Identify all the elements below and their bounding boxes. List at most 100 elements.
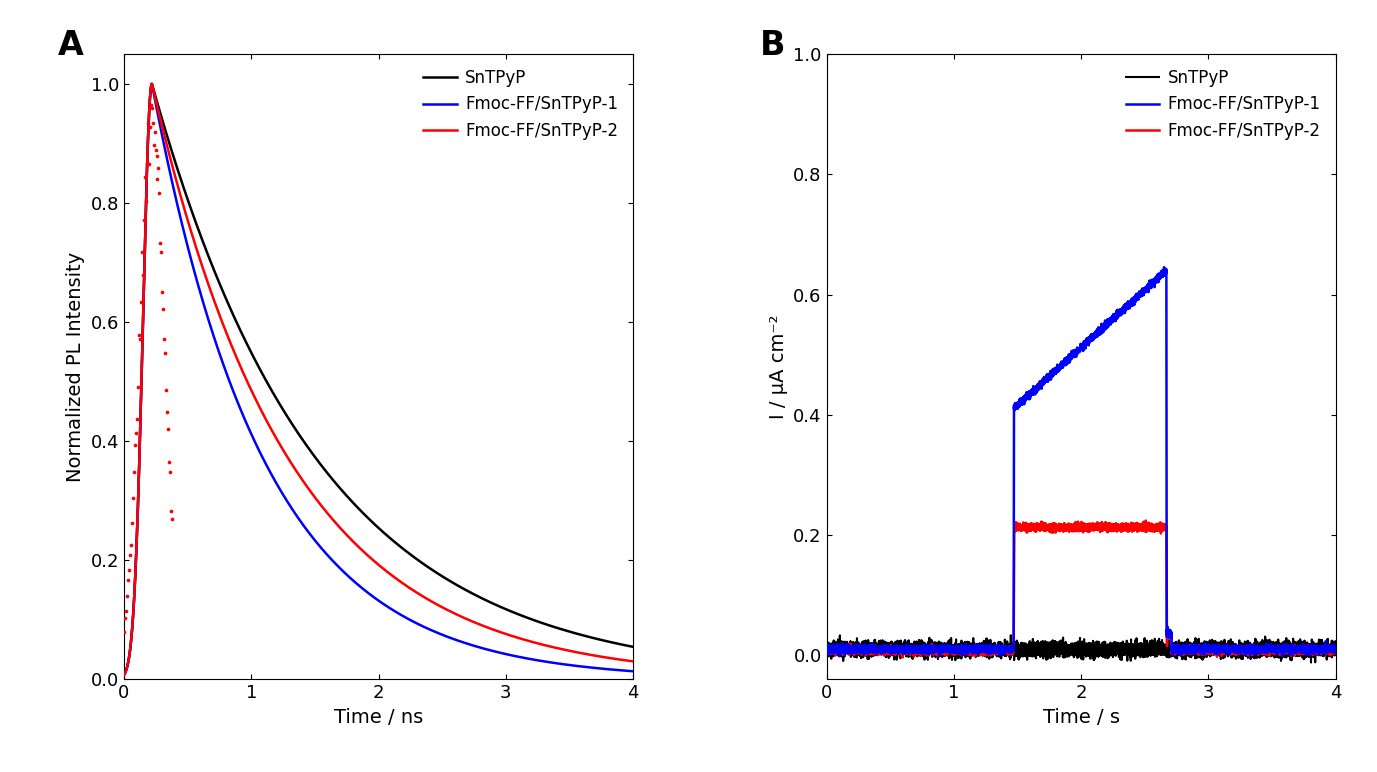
Point: [143, 139, 165, 151]
Point: [125, 427, 147, 439]
SnTPyP: [333, 486, 350, 495]
Point: [123, 466, 145, 478]
SnTPyP: [1002, 638, 1019, 648]
Fmoc-FF/SnTPyP-1: [1223, 646, 1239, 655]
Point: [146, 150, 168, 162]
Point: [114, 612, 136, 625]
Line: Fmoc-FF/SnTPyP-2: Fmoc-FF/SnTPyP-2: [826, 520, 1336, 658]
Line: Fmoc-FF/SnTPyP-2: Fmoc-FF/SnTPyP-2: [124, 84, 633, 675]
Y-axis label: I / μA cm⁻²: I / μA cm⁻²: [768, 314, 788, 419]
Fmoc-FF/SnTPyP-2: [1002, 646, 1019, 655]
Fmoc-FF/SnTPyP-2: [1142, 521, 1158, 530]
Point: [113, 626, 135, 638]
Point: [151, 286, 174, 299]
Point: [147, 161, 169, 174]
Text: A: A: [58, 29, 84, 62]
Fmoc-FF/SnTPyP-1: [1120, 297, 1136, 306]
Point: [138, 157, 160, 170]
Point: [150, 236, 172, 249]
Fmoc-FF/SnTPyP-1: [560, 660, 577, 669]
SnTPyP: [1327, 637, 1344, 646]
Point: [128, 329, 150, 341]
Point: [129, 296, 151, 308]
Fmoc-FF/SnTPyP-1: [1002, 646, 1019, 655]
Fmoc-FF/SnTPyP-2: [1120, 523, 1136, 532]
SnTPyP: [818, 643, 834, 652]
Fmoc-FF/SnTPyP-1: [844, 644, 861, 653]
SnTPyP: [1142, 648, 1158, 658]
Line: SnTPyP: SnTPyP: [826, 635, 1336, 662]
Point: [132, 214, 154, 226]
Fmoc-FF/SnTPyP-2: [1195, 645, 1212, 655]
Fmoc-FF/SnTPyP-1: [1142, 281, 1158, 290]
Point: [149, 187, 171, 199]
Line: SnTPyP: SnTPyP: [124, 84, 633, 675]
Line: Fmoc-FF/SnTPyP-1: Fmoc-FF/SnTPyP-1: [826, 267, 1336, 656]
Point: [142, 117, 164, 129]
Fmoc-FF/SnTPyP-2: [311, 499, 328, 508]
Point: [160, 466, 182, 478]
Point: [121, 492, 143, 504]
Point: [124, 438, 146, 451]
Fmoc-FF/SnTPyP-1: [1155, 262, 1172, 272]
SnTPyP: [616, 640, 632, 649]
Fmoc-FF/SnTPyP-1: [818, 645, 834, 654]
SnTPyP: [1303, 658, 1319, 667]
SnTPyP: [560, 627, 577, 636]
Point: [132, 269, 154, 282]
Point: [125, 413, 147, 425]
Fmoc-FF/SnTPyP-1: [931, 652, 947, 661]
Fmoc-FF/SnTPyP-1: [333, 565, 350, 574]
SnTPyP: [311, 459, 328, 468]
Fmoc-FF/SnTPyP-2: [616, 655, 632, 665]
Point: [127, 381, 149, 393]
Point: [140, 102, 162, 114]
Point: [135, 157, 157, 169]
Fmoc-FF/SnTPyP-2: [174, 197, 190, 206]
Fmoc-FF/SnTPyP-1: [174, 220, 190, 229]
Point: [131, 245, 153, 258]
Point: [121, 517, 143, 530]
Fmoc-FF/SnTPyP-2: [1137, 516, 1154, 525]
Fmoc-FF/SnTPyP-2: [844, 648, 861, 658]
Point: [157, 406, 179, 418]
Point: [118, 549, 140, 561]
Point: [117, 574, 139, 586]
SnTPyP: [1223, 652, 1239, 661]
Point: [146, 173, 168, 185]
X-axis label: Time / ns: Time / ns: [333, 708, 423, 726]
Fmoc-FF/SnTPyP-2: [143, 80, 160, 89]
Point: [161, 513, 183, 525]
SnTPyP: [174, 178, 190, 188]
Point: [128, 333, 150, 345]
Fmoc-FF/SnTPyP-2: [895, 653, 912, 662]
Text: B: B: [760, 29, 786, 62]
Fmoc-FF/SnTPyP-2: [1327, 642, 1344, 652]
SnTPyP: [625, 642, 642, 652]
Point: [156, 384, 178, 396]
Point: [143, 126, 165, 138]
Line: Fmoc-FF/SnTPyP-1: Fmoc-FF/SnTPyP-1: [124, 84, 633, 675]
SnTPyP: [844, 645, 861, 654]
Point: [160, 505, 182, 517]
Fmoc-FF/SnTPyP-1: [625, 666, 642, 676]
Point: [153, 303, 175, 315]
Legend: SnTPyP, Fmoc-FF/SnTPyP-1, Fmoc-FF/SnTPyP-2: SnTPyP, Fmoc-FF/SnTPyP-1, Fmoc-FF/SnTPyP…: [1120, 63, 1327, 147]
SnTPyP: [1195, 648, 1212, 657]
Point: [114, 604, 136, 617]
Point: [135, 195, 157, 207]
Fmoc-FF/SnTPyP-1: [616, 666, 632, 676]
SnTPyP: [1120, 644, 1136, 653]
Legend: SnTPyP, Fmoc-FF/SnTPyP-1, Fmoc-FF/SnTPyP-2: SnTPyP, Fmoc-FF/SnTPyP-1, Fmoc-FF/SnTPyP…: [417, 63, 625, 147]
Point: [145, 144, 167, 156]
Point: [154, 347, 176, 359]
Fmoc-FF/SnTPyP-1: [204, 327, 220, 337]
Point: [120, 539, 142, 551]
SnTPyP: [1002, 631, 1019, 640]
Point: [139, 99, 161, 111]
Fmoc-FF/SnTPyP-1: [311, 541, 328, 550]
Fmoc-FF/SnTPyP-2: [116, 670, 132, 679]
X-axis label: Time / s: Time / s: [1042, 708, 1120, 726]
Fmoc-FF/SnTPyP-2: [560, 646, 577, 655]
Point: [118, 564, 140, 577]
